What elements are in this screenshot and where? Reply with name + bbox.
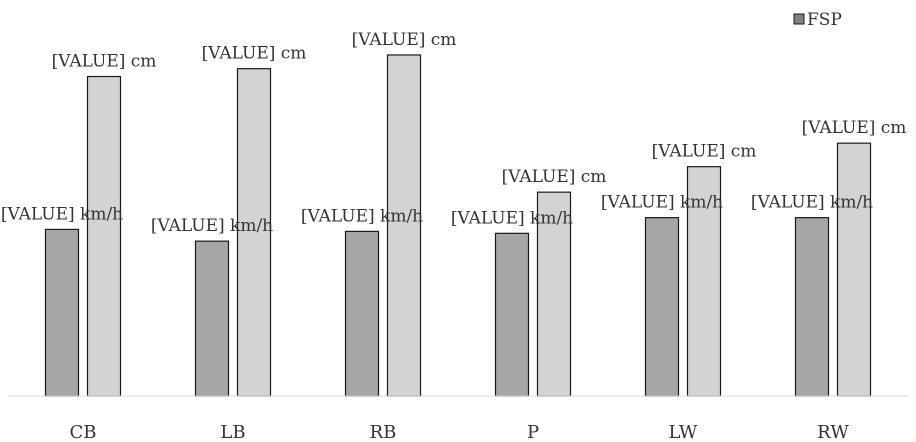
legend-swatch-series-2: [793, 13, 805, 25]
bar-p-series-1: [494, 232, 530, 397]
data-label-lw-series-2: [VALUE] cm: [652, 142, 757, 162]
legend-label-series-2: FSP: [807, 10, 842, 30]
bar-lb-series-1: [194, 240, 230, 397]
x-tick-label-p: P: [527, 422, 539, 442]
bars-group: [44, 54, 872, 397]
data-label-cb-series-1: [VALUE] km/h: [1, 204, 123, 224]
bar-rb-series-2: [386, 54, 422, 397]
bar-lw-series-1: [644, 217, 680, 397]
x-tick-label-lb: LB: [220, 422, 245, 442]
data-label-lb-series-1: [VALUE] km/h: [151, 216, 273, 236]
data-label-rw-series-1: [VALUE] km/h: [751, 193, 873, 213]
data-label-p-series-2: [VALUE] cm: [502, 167, 607, 187]
data-label-lb-series-2: [VALUE] cm: [202, 44, 307, 64]
data-label-p-series-1: [VALUE] km/h: [451, 208, 573, 228]
data-labels-group: [VALUE] km/h [VALUE] cm [VALUE] km/h [VALUE…: [1, 30, 907, 236]
bar-cb-series-1: [44, 228, 80, 397]
bar-lw-series-2: [686, 166, 722, 397]
bar-lb-series-2: [236, 68, 272, 397]
data-label-rw-series-2: [VALUE] cm: [802, 118, 907, 138]
x-tick-label-rw: RW: [817, 422, 849, 442]
bar-rw-series-2: [836, 142, 872, 397]
bar-p-series-2: [536, 191, 572, 397]
data-label-cb-series-2: [VALUE] cm: [52, 52, 157, 72]
x-tick-label-cb: CB: [70, 422, 97, 442]
bar-rb-series-1: [344, 230, 380, 397]
x-tick-labels-group: CB LB RB P LW RW: [70, 422, 850, 442]
x-tick-label-rb: RB: [370, 422, 397, 442]
data-label-lw-series-1: [VALUE] km/h: [601, 193, 723, 213]
data-label-rb-series-1: [VALUE] km/h: [301, 206, 423, 226]
x-tick-label-lw: LW: [669, 422, 698, 442]
bar-cb-series-2: [86, 75, 122, 397]
bar-rw-series-1: [794, 217, 830, 397]
data-label-rb-series-2: [VALUE] cm: [352, 30, 457, 50]
legend: FSP: [793, 10, 842, 30]
